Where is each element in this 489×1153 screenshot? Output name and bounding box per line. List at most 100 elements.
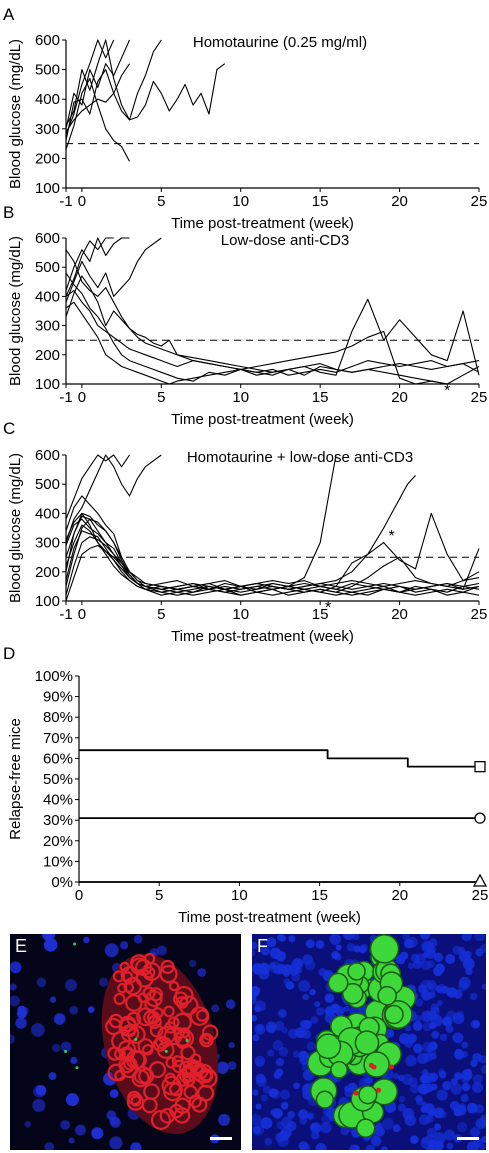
nucleus-dot [429,1072,439,1082]
series-line [65,237,162,303]
nucleus-dot [130,1142,142,1150]
nucleus-dot [299,1055,309,1065]
nucleus-dot [258,968,270,980]
scale-bar-f [457,1137,479,1140]
insulin-cell [124,1025,137,1038]
x-tick-label: -1 [59,606,72,623]
nucleus-dot [36,977,47,988]
x-tick-label: 0 [78,193,86,210]
y-tick-label: 80% [43,709,73,726]
nucleus-dot [428,1021,437,1030]
nucleus-dot [333,953,342,961]
insulin-cell [120,966,139,984]
nucleus-dot [306,1112,314,1120]
nucleus-dot [294,966,303,974]
nucleus-dot [109,1115,119,1126]
insulin-cell [127,1025,146,1044]
nucleus-dot [266,937,277,948]
micrograph-f-letter: F [257,936,268,956]
nucleus-dot [252,985,261,997]
nucleus-dot [454,1072,462,1080]
nucleus-dot [254,1055,266,1067]
insulin-cell [136,1007,155,1027]
nucleus-dot [370,1135,382,1147]
x-tick-label: 15 [312,193,329,210]
nucleus-dot [415,998,424,1007]
nucleus-dot [24,1120,32,1128]
nucleus-dot [304,959,316,971]
micrograph-e: E [10,934,241,1150]
nucleus-dot [87,1006,95,1013]
panel-a: A 100 200 300 400 500 600 -1 0 5 10 15 20 25 Time post… [3,5,487,232]
nucleus-dot [463,950,472,959]
nucleus-dot [276,934,284,941]
nucleus-dot [70,1056,78,1064]
series-line [65,77,130,162]
nucleus-dot [481,983,486,990]
y-tick-label: 400 [35,288,60,305]
nucleus-dot [433,966,443,977]
nucleus-dot [255,1073,266,1084]
x-axis-title: Time post-treatment (week) [171,215,354,232]
nucleus-dot [44,1142,55,1150]
insulin-cell [183,1084,198,1100]
nucleus-dot [275,951,286,962]
series-line [79,749,480,768]
nucleus-dot [420,989,430,999]
nucleus-dot [458,976,471,989]
panel-title: Homotaurine (0.25 mg/ml) [193,34,367,51]
nucleus-dot [360,943,368,952]
scale-bar-e [210,1137,232,1140]
series-line [65,454,162,543]
insulin-cell [201,1034,212,1045]
x-axis-title: Time post-treatment (week) [171,628,354,645]
nucleus-dot [68,1137,75,1144]
nucleus-dot [442,1081,452,1091]
nucleus-dot [227,1061,237,1070]
series-line [65,39,162,127]
nucleus-dot [228,1041,235,1049]
nucleus-dot [340,1126,350,1136]
y-axis-title: Relapse-free mice [7,718,24,840]
insulin-cell [171,1055,184,1068]
nucleus-dot [275,1057,285,1067]
nucleus-dot [424,1103,435,1114]
nucleus-dot [428,991,436,999]
nucleus-dot [410,1135,419,1144]
y-tick-label: 500 [35,259,60,276]
nucleus-dot [380,1146,388,1150]
nucleus-dot [278,1046,289,1057]
nucleus-dot [461,1082,471,1092]
nucleus-dot [457,1121,468,1133]
panel-letter: C [3,419,15,438]
nucleus-dot [188,959,197,968]
x-tick-label: -1 [59,389,72,406]
insulin-cell [146,1010,161,1025]
micrograph-f: F [252,934,486,1150]
nucleus-dot [442,1016,453,1027]
nucleus-dot [426,1145,435,1150]
insulin-cell [148,987,163,1002]
insulin-cell [108,1013,124,1029]
y-tick-label: 200 [35,564,60,581]
nucleus-dot [352,934,360,941]
insulin-cell [126,1011,142,1027]
insulin-cell [159,964,178,984]
insulin-cell [117,982,128,994]
y-tick-label: 600 [35,32,60,49]
insulin-cell [178,995,199,1016]
nucleus-dot [434,1123,442,1131]
stained-cell [363,1051,390,1078]
y-tick-label: 40% [43,792,73,809]
nucleus-dot [480,1065,486,1074]
insulin-cell [145,990,163,1008]
series-line [65,454,337,590]
series-line [65,249,480,376]
series-line [65,39,131,129]
series-line [65,515,480,587]
insulin-cell [198,1068,218,1088]
insulin-cell [178,1066,196,1084]
minor-stain-dot [185,1039,189,1043]
stained-cell [347,962,366,981]
